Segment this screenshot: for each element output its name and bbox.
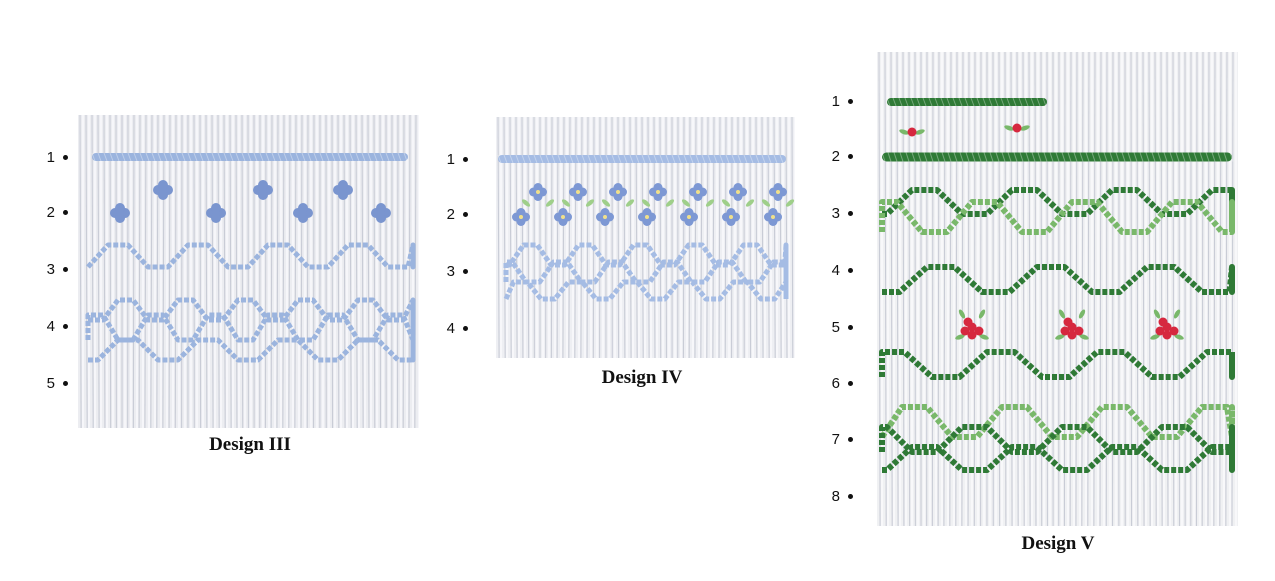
design-iii-swatch-photo — [78, 115, 419, 428]
row-number: 3 — [813, 206, 853, 222]
row-number: 4 — [813, 263, 853, 279]
design-v-swatch-photo — [877, 52, 1238, 526]
row-number: 3 — [428, 264, 468, 280]
row-number: 1 — [813, 94, 853, 110]
row-number: 3 — [28, 262, 68, 278]
row-number: 2 — [428, 207, 468, 223]
row-number: 5 — [813, 320, 853, 336]
row-number: 6 — [813, 376, 853, 392]
row-number: 2 — [813, 149, 853, 165]
row-number: 8 — [813, 489, 853, 505]
design-iii-caption: Design III — [209, 434, 291, 455]
row-number: 7 — [813, 432, 853, 448]
row-number: 4 — [428, 321, 468, 337]
row-number: 2 — [28, 205, 68, 221]
design-iv-caption: Design IV — [601, 367, 683, 388]
row-number: 1 — [28, 150, 68, 166]
row-number: 1 — [428, 152, 468, 168]
row-number: 4 — [28, 319, 68, 335]
design-v-caption: Design V — [1021, 533, 1095, 554]
row-number: 5 — [28, 376, 68, 392]
design-iv-swatch-photo — [496, 117, 795, 358]
